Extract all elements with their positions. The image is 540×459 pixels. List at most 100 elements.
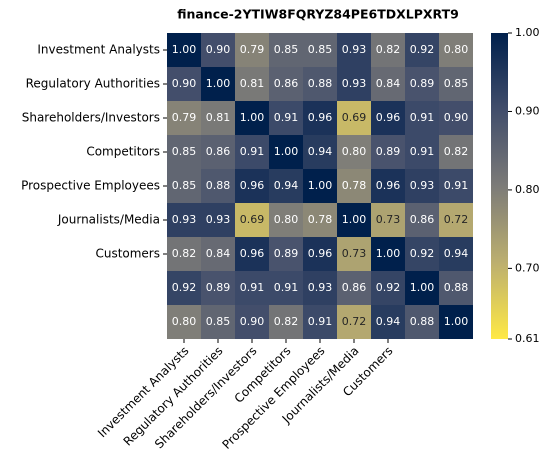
cell-label: 0.90 [172, 77, 197, 90]
cell-label: 0.91 [240, 145, 265, 158]
cell-label: 0.78 [308, 213, 333, 226]
cell-label: 0.89 [410, 77, 435, 90]
cell-label: 0.93 [172, 213, 197, 226]
cell-label: 1.00 [342, 213, 367, 226]
heatmap-cell [303, 67, 337, 101]
cell-label: 0.82 [444, 145, 469, 158]
heatmap-cell [371, 33, 405, 67]
heatmap-cell [167, 271, 201, 305]
cell-label: 0.90 [444, 111, 469, 124]
heatmap-cell [303, 169, 337, 203]
heatmap-cell [269, 169, 303, 203]
heatmap-cell [405, 101, 439, 135]
cell-label: 0.96 [376, 111, 401, 124]
cell-label: 0.91 [274, 281, 299, 294]
heatmap-cell [269, 203, 303, 237]
y-tick-label: Prospective Employees [21, 179, 160, 193]
cell-label: 0.80 [172, 315, 197, 328]
heatmap-cell [303, 33, 337, 67]
cell-label: 0.96 [308, 111, 333, 124]
heatmap-cell [337, 67, 371, 101]
cell-label: 0.81 [240, 77, 265, 90]
cell-label: 1.00 [274, 145, 299, 158]
heatmap-cell [201, 33, 235, 67]
heatmap-cell [439, 33, 473, 67]
heatmap-cell [337, 305, 371, 339]
cell-label: 0.93 [342, 43, 367, 56]
cell-label: 0.88 [410, 315, 435, 328]
cell-label: 0.85 [172, 145, 197, 158]
cell-label: 0.85 [308, 43, 333, 56]
cell-label: 0.96 [308, 247, 333, 260]
heatmap-cell [337, 33, 371, 67]
cell-label: 0.86 [206, 145, 231, 158]
cell-label: 0.94 [308, 145, 333, 158]
heatmap-cell [167, 101, 201, 135]
cell-label: 0.86 [342, 281, 367, 294]
cell-label: 0.82 [274, 315, 299, 328]
cell-label: 0.85 [172, 179, 197, 192]
heatmap-cell [235, 67, 269, 101]
heatmap-cell [337, 203, 371, 237]
cell-label: 0.85 [444, 77, 469, 90]
chart-title: finance-2YTIW8FQRYZ84PE6TDXLPXRT9 [177, 7, 459, 22]
cell-label: 0.91 [410, 111, 435, 124]
y-tick-label: Investment Analysts [37, 43, 160, 57]
heatmap-cell [371, 305, 405, 339]
y-tick-label: Customers [95, 247, 160, 261]
heatmap-cell [439, 237, 473, 271]
heatmap-cell [439, 203, 473, 237]
cell-label: 0.93 [308, 281, 333, 294]
cell-label: 1.00 [308, 179, 333, 192]
heatmap-cell [269, 135, 303, 169]
cell-label: 1.00 [206, 77, 231, 90]
cell-label: 0.73 [342, 247, 367, 260]
cell-label: 0.80 [342, 145, 367, 158]
heatmap-cell [201, 169, 235, 203]
heatmap-cell [439, 135, 473, 169]
heatmap-cell [405, 67, 439, 101]
heatmap-cell [269, 237, 303, 271]
heatmap-cell [269, 101, 303, 135]
colorbar-tick-label: 0.80 [515, 183, 540, 196]
heatmap-cell [439, 305, 473, 339]
heatmap-cell [303, 203, 337, 237]
heatmap-cell [201, 271, 235, 305]
heatmap-cell [235, 237, 269, 271]
y-tick-label: Journalists/Media [57, 213, 160, 227]
cell-label: 0.80 [444, 43, 469, 56]
heatmap-cell [235, 305, 269, 339]
cell-label: 1.00 [410, 281, 435, 294]
cell-label: 0.91 [240, 281, 265, 294]
cell-label: 0.69 [240, 213, 265, 226]
heatmap-cell [201, 135, 235, 169]
heatmap-cell [167, 203, 201, 237]
cell-label: 0.91 [274, 111, 299, 124]
cell-label: 0.90 [206, 43, 231, 56]
heatmap-cell [405, 169, 439, 203]
heatmap-cell [235, 101, 269, 135]
heatmap-cell [337, 101, 371, 135]
heatmap-cell [269, 305, 303, 339]
cell-label: 0.88 [444, 281, 469, 294]
cell-label: 0.92 [410, 43, 435, 56]
heatmap-cell [235, 169, 269, 203]
heatmap-cell [303, 101, 337, 135]
cell-label: 0.86 [410, 213, 435, 226]
cell-label: 0.85 [206, 315, 231, 328]
heatmap-cell [439, 169, 473, 203]
cell-label: 0.89 [274, 247, 299, 260]
heatmap-cell [371, 67, 405, 101]
cell-label: 0.93 [342, 77, 367, 90]
heatmap-cell [371, 135, 405, 169]
y-tick-label: Shareholders/Investors [22, 111, 160, 125]
cell-label: 0.91 [444, 179, 469, 192]
cell-label: 0.86 [274, 77, 299, 90]
heatmap-cell [201, 203, 235, 237]
cell-label: 0.72 [342, 315, 367, 328]
cell-label: 0.82 [376, 43, 401, 56]
cell-label: 0.84 [206, 247, 231, 260]
heatmap-cell [337, 135, 371, 169]
heatmap-cell [201, 305, 235, 339]
